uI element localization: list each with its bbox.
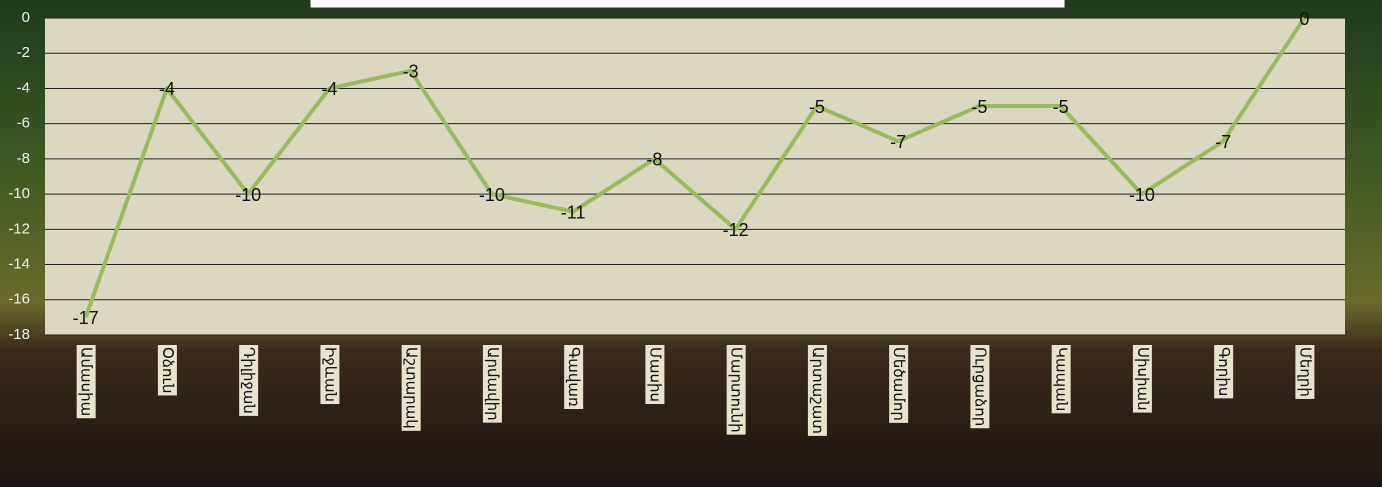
data-label: -3 <box>403 62 419 82</box>
data-label: -4 <box>321 79 337 99</box>
x-tick-box <box>1051 345 1071 414</box>
plot-area <box>45 18 1345 335</box>
data-label: -10 <box>1129 185 1155 205</box>
x-tick-box <box>726 345 746 435</box>
x-tick-box <box>645 345 665 405</box>
x-tick-label: Ուրցաձոր <box>971 347 988 426</box>
x-tick-label: Ամասիա <box>78 347 95 416</box>
data-label: -11 <box>561 202 586 222</box>
x-tick: Մասիս <box>645 345 665 405</box>
data-label: -5 <box>1053 97 1069 117</box>
data-label: -7 <box>890 132 906 152</box>
x-tick-box <box>970 345 990 429</box>
x-tick-box <box>807 345 827 436</box>
x-tick-box <box>401 345 421 431</box>
x-tick-label: Դիլիջան <box>240 347 257 414</box>
data-label: -10 <box>235 185 261 205</box>
x-tick-label: Օձուն <box>159 347 176 393</box>
data-label: -17 <box>73 308 99 328</box>
y-tick-label: -4 <box>17 79 30 96</box>
x-tick: Ամասիա <box>76 345 96 419</box>
x-tick-box <box>1132 345 1152 413</box>
y-tick-label: -18 <box>8 326 30 343</box>
x-tick-box <box>564 345 584 410</box>
x-tick: Սիսիան <box>1132 345 1152 413</box>
y-tick-label: -14 <box>8 256 30 273</box>
x-tick-label: Արմավիր <box>484 347 501 421</box>
x-tick-label: Մեծամոր <box>890 347 907 421</box>
x-tick: Արմավիր <box>482 345 502 423</box>
data-label: -7 <box>1215 132 1231 152</box>
x-tick-box <box>1214 345 1234 399</box>
x-tick: Կապան <box>1051 345 1071 414</box>
x-tick: Աշտարակ <box>401 345 421 431</box>
x-tick: Դիլիջան <box>239 345 259 416</box>
x-tick-label: Աշտարակ <box>403 347 420 429</box>
x-tick: Իջևան <box>320 345 340 405</box>
data-label: -10 <box>479 185 505 205</box>
x-tick-label: Մասիս <box>646 347 663 402</box>
x-tick: Գավառ <box>564 345 584 410</box>
x-tick: Արտաշատ <box>807 345 827 436</box>
x-tick-label: Իջևան <box>321 347 338 402</box>
x-tick: Մեծամոր <box>889 345 909 423</box>
data-label: -5 <box>971 97 987 117</box>
y-tick-label: -10 <box>8 185 30 202</box>
x-tick: Գորիս <box>1214 345 1234 399</box>
x-tick-box <box>76 345 96 419</box>
x-tick-label: Մեղրի <box>1296 347 1313 397</box>
x-tick-box <box>482 345 502 423</box>
y-tick-label: -16 <box>8 291 30 308</box>
data-label: -5 <box>809 97 825 117</box>
x-tick-box <box>320 345 340 405</box>
y-tick-label: 0 <box>22 9 30 26</box>
x-tick-box <box>889 345 909 423</box>
y-tick-label: -8 <box>17 150 30 167</box>
title-box <box>309 0 1066 9</box>
x-tick: Ուրցաձոր <box>970 345 990 429</box>
data-label: -8 <box>646 150 662 170</box>
x-tick-box <box>157 345 177 396</box>
y-tick-label: -6 <box>17 115 30 132</box>
x-tick: Օձուն <box>157 345 177 396</box>
x-tick-label: Գավառ <box>565 347 582 407</box>
y-tick-label: -2 <box>17 44 30 61</box>
data-label: 0 <box>1299 9 1309 29</box>
x-tick: Մեղրի <box>1295 345 1315 399</box>
x-tick-label: Մարտունի <box>728 347 745 433</box>
x-tick-label: Սիսիան <box>1134 347 1151 411</box>
x-tick-box <box>239 345 259 416</box>
y-tick-label: -12 <box>8 220 30 237</box>
data-label: -4 <box>159 79 175 99</box>
series-line <box>83 16 1307 319</box>
plot: -18 -16 -14 -12 -10 -8 -6 -4 -2 0 Ամասիա Օձուն Դիլիջ… <box>8 9 1345 436</box>
x-tick-label: Կապան <box>1053 347 1070 411</box>
x-tick: Մարտունի <box>726 345 746 435</box>
x-tick-label: Գորիս <box>1215 347 1232 396</box>
x-tick-box <box>1295 345 1315 399</box>
x-tick-label: Արտաշատ <box>809 347 826 434</box>
data-label: -12 <box>723 220 749 240</box>
